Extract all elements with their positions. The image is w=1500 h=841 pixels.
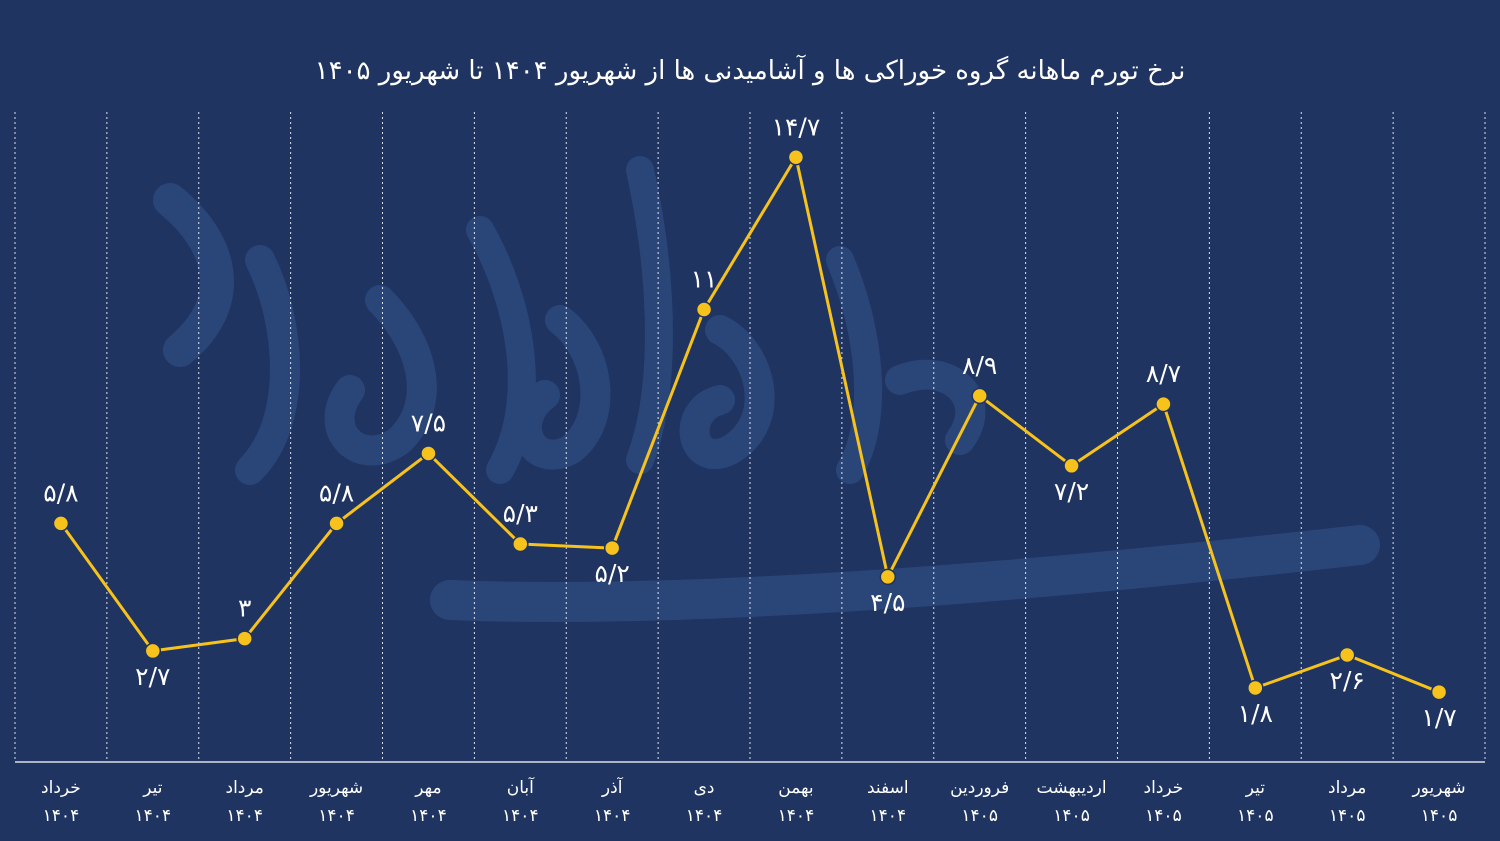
data-point (144, 642, 162, 660)
data-points (52, 149, 1448, 701)
data-label: ۱/۷ (1421, 703, 1456, 732)
chart-title: نرخ تورم ماهانه گروه خوراکی ها و آشامیدن… (315, 54, 1186, 86)
data-point (328, 515, 345, 532)
x-tick-month-label: دی (694, 778, 715, 798)
data-label: ۵/۸ (43, 478, 78, 507)
data-point (603, 539, 621, 557)
x-tick-month-label: مرداد (1328, 778, 1366, 798)
x-tick-year-label: ۱۴۰۴ (410, 806, 447, 826)
data-label: ۲/۶ (1330, 666, 1365, 695)
data-label: ۵/۸ (319, 478, 354, 507)
data-point (1063, 457, 1080, 475)
x-tick-month-label: فروردین (950, 778, 1009, 798)
data-point (512, 535, 529, 553)
data-point (236, 630, 253, 647)
data-label: ۱۱ (691, 264, 718, 293)
x-tick-year-label: ۱۴۰۵ (1145, 806, 1182, 826)
data-point (971, 387, 988, 405)
x-tick-month-label: خرداد (41, 778, 81, 798)
x-tick-year-label: ۱۴۰۴ (135, 806, 172, 826)
x-tick-year-label: ۱۴۰۵ (1329, 806, 1366, 826)
data-point (1430, 683, 1448, 701)
data-point (695, 301, 713, 318)
grid (14, 112, 1486, 762)
x-tick-month-label: آبان (507, 776, 535, 798)
series-line (59, 155, 1440, 694)
data-point (1338, 646, 1356, 664)
x-tick-year-label: ۱۴۰۵ (1237, 806, 1274, 826)
data-label: ۲/۷ (135, 662, 170, 691)
watermark-logo (153, 156, 1380, 622)
x-tick-month-label: مهر (414, 778, 441, 798)
data-label: ۸/۷ (1146, 359, 1181, 388)
x-tick-year-label: ۱۴۰۵ (961, 806, 998, 826)
data-label: ۸/۹ (962, 351, 997, 380)
x-tick-year-label: ۱۴۰۴ (778, 806, 815, 826)
x-tick-month-label: شهریور (1411, 778, 1465, 798)
data-label: ۱/۸ (1238, 699, 1273, 728)
x-tick-year-label: ۱۴۰۴ (502, 806, 539, 826)
x-axis-labels: خرداد ۱۴۰۴ تیر ۱۴۰۴ مرداد ۱۴۰۴ شهریور ۱۴۰۴ مهر ۱۴… (41, 776, 1466, 826)
data-point (420, 445, 437, 462)
x-tick-month-label: بهمن (778, 778, 813, 798)
data-label: ۵/۳ (503, 499, 538, 528)
x-tick-year-label: ۱۴۰۴ (870, 806, 907, 826)
x-tick-year-label: ۱۴۰۴ (686, 806, 723, 826)
x-tick-year-label: ۱۴۰۴ (318, 806, 355, 826)
data-label: ۷/۵ (411, 408, 446, 437)
x-tick-month-label: تیر (1245, 778, 1266, 798)
data-label: ۱۴/۷ (772, 112, 821, 141)
x-tick-year-label: ۱۴۰۵ (1421, 806, 1458, 826)
x-tick-year-label: ۱۴۰۴ (594, 806, 631, 826)
x-tick-year-label: ۱۴۰۵ (1053, 806, 1090, 826)
data-label: ۵/۲ (595, 559, 630, 588)
x-tick-month-label: اسفند (867, 778, 909, 798)
x-tick-year-label: ۱۴۰۴ (43, 806, 80, 826)
data-point (879, 568, 897, 586)
data-point (1155, 395, 1172, 413)
x-tick-month-label: خرداد (1144, 778, 1184, 798)
data-labels: ۵/۸ ۲/۷ ۳ ۵/۸ ۷/۵ ۵/۳ ۵/۲ ۱۱ ۱۴/۷ ۴/۵ ۸/۹ ۷/۲ ۸/۷ ۱/۸… (43, 112, 1456, 732)
data-label: ۴/۵ (870, 588, 905, 617)
data-label: ۳ (238, 594, 251, 623)
x-tick-month-label: آذر (601, 776, 624, 798)
data-point (52, 515, 70, 532)
x-tick-month-label: مرداد (226, 778, 264, 798)
x-tick-month-label: تیر (142, 778, 163, 798)
x-tick-month-label: شهریور (309, 778, 363, 798)
data-label: ۷/۲ (1054, 477, 1089, 506)
data-point (1247, 679, 1264, 697)
x-tick-month-label: اردیبهشت (1037, 778, 1107, 798)
x-tick-year-label: ۱۴۰۴ (226, 806, 263, 826)
data-point (787, 149, 805, 166)
